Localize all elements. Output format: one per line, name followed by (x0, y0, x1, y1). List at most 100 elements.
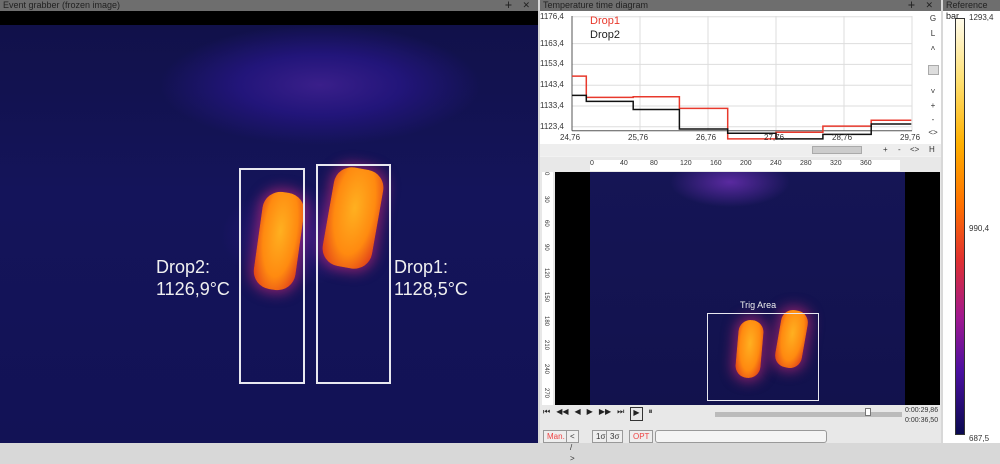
v-ruler-label: 0 (543, 172, 549, 176)
x-tick-label: 28,76 (832, 133, 853, 142)
x-tick-label: 24,76 (560, 133, 581, 142)
series-drop1-line (572, 75, 912, 140)
x-tick-label: 25,76 (628, 133, 649, 142)
video-viewer-panel: 0 40 80 120 160 200 240 280 320 360 0 30 60 90 120 150… (540, 157, 941, 463)
step-back-button[interactable]: ◀ (574, 407, 581, 416)
pin-close-icons[interactable]: ⵜ ✕ (908, 0, 937, 10)
horizontal-scroll-thumb[interactable] (812, 146, 862, 154)
h-ruler-label: 0 (590, 160, 594, 167)
panel-title: Event grabber (frozen image) (3, 0, 121, 10)
step-forward-button[interactable]: ▶ (586, 407, 593, 416)
x-tick-label: 26,76 (696, 133, 717, 142)
drop1-readout: Drop1: 1128,5°C (394, 256, 468, 300)
v-ruler-label: 60 (543, 220, 549, 227)
v-ruler-label: 270 (543, 388, 549, 399)
drop2-readout: Drop2: 1126,9°C (156, 256, 230, 300)
h-ruler-label: 120 (680, 160, 692, 167)
series-drop2-line (572, 94, 912, 140)
scale-min: 687,5 (969, 434, 990, 443)
rewind-button[interactable]: ◀◀ (556, 407, 569, 416)
thermal-image: Drop2: 1126,9°C Drop1: 1128,5°C (0, 25, 538, 443)
transport-controls: ⏮ ◀◀ ◀ ▶ ▶▶ ⏭ ▶ ⏸ (543, 407, 653, 421)
h-ruler-label: 200 (740, 160, 752, 167)
drop1-label: Drop1: (394, 257, 449, 277)
y-tick-label: 1176,4 (540, 11, 564, 21)
legend-drop1: Drop1 (590, 15, 620, 27)
v-ruler-label: 90 (543, 244, 549, 251)
v-ruler-label: 240 (543, 364, 549, 375)
mode-button-0[interactable]: Man. (543, 430, 569, 443)
h-ruler-label: 320 (830, 160, 842, 167)
h-ruler-label: 240 (770, 160, 782, 167)
live-thermal-image: Trig Area (555, 172, 940, 405)
legend-drop2: Drop2 (590, 29, 620, 41)
playback-slider[interactable] (715, 408, 902, 417)
zoom-in-button[interactable]: + (930, 101, 936, 110)
fast-forward-button[interactable]: ▶▶ (598, 407, 612, 416)
total-time: 0:00:36,50 (905, 417, 939, 424)
h-ruler-label: 280 (800, 160, 812, 167)
h-ruler-label: 160 (710, 160, 722, 167)
y-tick-label: 1133,4 (540, 100, 564, 110)
drop2-roi[interactable] (239, 168, 305, 384)
v-ruler-label: 30 (543, 196, 549, 203)
zoom-out-button[interactable]: - (931, 115, 935, 124)
range-slider[interactable] (655, 430, 827, 443)
color-scale (955, 18, 965, 435)
pause-button[interactable]: ⏸ (648, 407, 653, 416)
mode-button-4[interactable]: OPT (629, 430, 654, 443)
x-tick-label: 27,76 (764, 133, 785, 142)
current-time: 0:00:29,86 (905, 407, 939, 414)
trig-area-label: Trig Area (740, 300, 777, 310)
legend: Drop1 Drop2 (590, 14, 620, 42)
h-fit-button[interactable]: <> (910, 145, 920, 154)
temperature-time-diagram-panel: Temperature time diagram ⵜ ✕ Drop1 Drop2 … (540, 0, 941, 157)
y-tick-label: 1153,4 (540, 59, 564, 69)
h-ruler-label: 40 (620, 160, 628, 167)
playback-thumb[interactable] (865, 408, 872, 416)
diagram-titlebar: Temperature time diagram ⵜ ✕ (540, 0, 941, 11)
mode-button-1[interactable]: < / > (566, 430, 579, 463)
l-button[interactable]: L (930, 29, 936, 38)
scroll-up-button[interactable]: ˄ (930, 44, 936, 53)
y-tick-label: 1163,4 (540, 38, 564, 48)
panel-title: Temperature time diagram (543, 0, 649, 10)
reference-bar-panel: Reference bar 1293,4 990,4 687,5 (943, 0, 1000, 443)
play-button[interactable]: ▶ (630, 407, 643, 421)
event-grabber-panel: Event grabber (frozen image) ⵜ ✕ Drop2: 11… (0, 0, 538, 443)
v-ruler-label: 120 (543, 268, 549, 279)
panel-title: Reference bar (943, 0, 1000, 21)
scale-max: 1293,4 (969, 13, 994, 22)
y-tick-label: 1123,4 (540, 121, 564, 131)
h-ruler-label: 80 (650, 160, 658, 167)
scale-mid: 990,4 (969, 224, 990, 233)
h-zoom-in-button[interactable]: + (883, 145, 888, 154)
drop1-roi[interactable] (316, 164, 391, 384)
h-ruler-label: 360 (860, 160, 872, 167)
vertical-scroll-thumb[interactable] (928, 65, 939, 75)
x-tick-label: 29,76 (900, 133, 921, 142)
first-frame-button[interactable]: ⏮ (543, 407, 551, 416)
temperature-chart (571, 16, 913, 140)
drop1-value: 1128,5°C (394, 279, 468, 299)
v-ruler-label: 210 (543, 340, 549, 351)
vertical-ruler: 0 30 60 90 120 150 180 210 240 270 (542, 172, 553, 405)
mode-button-3[interactable]: 3σ (606, 430, 624, 443)
drop2-value: 1126,9°C (156, 279, 230, 299)
y-tick-label: 1143,4 (540, 80, 564, 90)
drop2-label: Drop2: (156, 257, 211, 277)
last-frame-button[interactable]: ⏭ (617, 407, 625, 416)
fit-button[interactable]: <> (928, 128, 938, 137)
h-zoom-out-button[interactable]: - (898, 145, 901, 154)
horizontal-scrollbar[interactable]: + - <> H (540, 144, 941, 156)
trig-area-roi[interactable] (707, 313, 819, 401)
scroll-down-button[interactable]: ˅ (930, 87, 936, 96)
h-button[interactable]: H (929, 145, 935, 154)
pin-close-icons[interactable]: ⵜ ✕ (505, 0, 534, 10)
v-ruler-label: 180 (543, 316, 549, 327)
event-grabber-titlebar: Event grabber (frozen image) ⵜ ✕ (0, 0, 538, 11)
horizontal-ruler: 0 40 80 120 160 200 240 280 320 360 (590, 160, 900, 171)
v-ruler-label: 150 (543, 292, 549, 303)
g-button[interactable]: G (929, 14, 937, 23)
chart-area: Drop1 Drop2 G L ˄ ˅ + - <> 1176,4 1163,4 1… (540, 11, 941, 144)
